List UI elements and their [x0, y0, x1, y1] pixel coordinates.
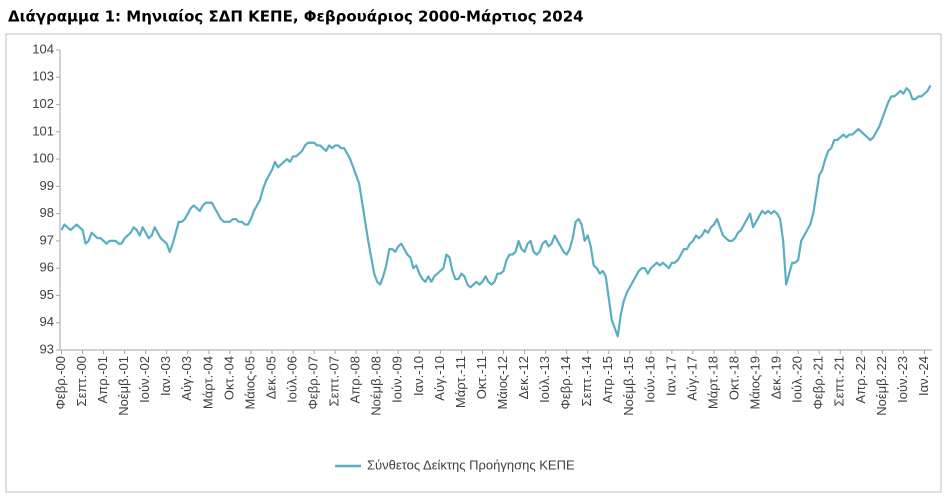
x-tick-label: Οκτ.-04 [221, 356, 236, 400]
x-tick-label: Ιαν.-24 [916, 356, 931, 396]
x-tick-label: Μάρτ.-11 [453, 356, 468, 408]
x-tick-label: Ιούν.-09 [390, 356, 405, 403]
x-tick-label: Φεβρ.-21 [811, 356, 826, 409]
x-tick-label: Μάιος-12 [495, 356, 510, 410]
x-tick-label: Απρ.-01 [95, 356, 110, 403]
x-tick-label: Ιούν.-02 [137, 356, 152, 403]
x-tick-label: Ιούλ.-13 [537, 356, 552, 403]
chart-title: Διάγραμμα 1: Μηνιαίος ΣΔΠ ΚΕΠΕ, Φεβρουάρ… [8, 8, 584, 26]
x-tick-label: Ιούν.-16 [642, 356, 657, 403]
y-tick-label: 94 [40, 314, 54, 329]
x-tick-label: Απρ.-15 [600, 356, 615, 403]
x-tick-label: Νοέμβ.-22 [874, 356, 889, 416]
x-tick-label: Αύγ.-17 [684, 356, 699, 401]
x-tick-label: Δεκ.-12 [516, 356, 531, 399]
y-tick-label: 98 [40, 205, 54, 220]
x-tick-label: Σεπτ.-07 [327, 356, 342, 406]
x-tick-label: Ιαν.-10 [411, 356, 426, 396]
x-tick-label: Ιούν.-23 [895, 356, 910, 403]
x-tick-label: Μάρτ.-04 [200, 356, 215, 409]
x-tick-label: Ιαν.-03 [158, 356, 173, 396]
y-tick-label: 95 [40, 287, 54, 302]
x-tick-label: Ιούλ.-06 [284, 356, 299, 403]
y-tick-label: 96 [40, 260, 54, 275]
legend-label: Σύνθετος Δείκτης Προήγησης ΚΕΠΕ [367, 457, 575, 472]
x-tick-label: Ιαν.-17 [663, 356, 678, 396]
x-tick-label: Ιούλ.-20 [790, 356, 805, 403]
x-tick-label: Απρ.-22 [853, 356, 868, 403]
y-tick-label: 100 [32, 151, 54, 166]
x-tick-label: Νοέμβ.-01 [116, 356, 131, 416]
y-tick-label: 99 [40, 178, 54, 193]
y-tick-label: 93 [40, 341, 54, 356]
x-tick-label: Σεπτ.-21 [832, 356, 847, 406]
x-tick-label: Οκτ.-11 [474, 356, 489, 399]
x-tick-label: Φεβρ.-00 [53, 356, 68, 409]
x-tick-label: Μάιος-05 [242, 356, 257, 410]
x-tick-label: Δεκ.-05 [263, 356, 278, 399]
x-tick-label: Νοέμβ.-15 [621, 356, 636, 416]
y-tick-label: 103 [32, 69, 54, 84]
x-tick-label: Φεβρ.-07 [306, 356, 321, 409]
x-tick-label: Μάιος-19 [748, 356, 763, 410]
x-tick-label: Οκτ.-18 [726, 356, 741, 400]
x-tick-label: Αύγ.-10 [432, 356, 447, 401]
x-tick-label: Απρ.-08 [348, 356, 363, 403]
y-tick-label: 101 [32, 123, 54, 138]
x-tick-label: Δεκ.-19 [769, 356, 784, 399]
y-tick-label: 104 [32, 41, 54, 56]
x-tick-label: Σεπτ.-14 [579, 356, 594, 406]
x-tick-label: Αύγ.-03 [179, 356, 194, 401]
x-tick-label: Φεβρ.-14 [558, 356, 573, 409]
y-tick-label: 102 [32, 96, 54, 111]
line [60, 84, 932, 338]
x-tick-label: Νοέμβ.-08 [369, 356, 384, 416]
x-tick-label: Σεπτ.-00 [74, 356, 89, 406]
x-tick-label: Μάρτ.-18 [705, 356, 720, 409]
y-tick-label: 97 [40, 232, 54, 247]
chart-frame [5, 33, 942, 493]
